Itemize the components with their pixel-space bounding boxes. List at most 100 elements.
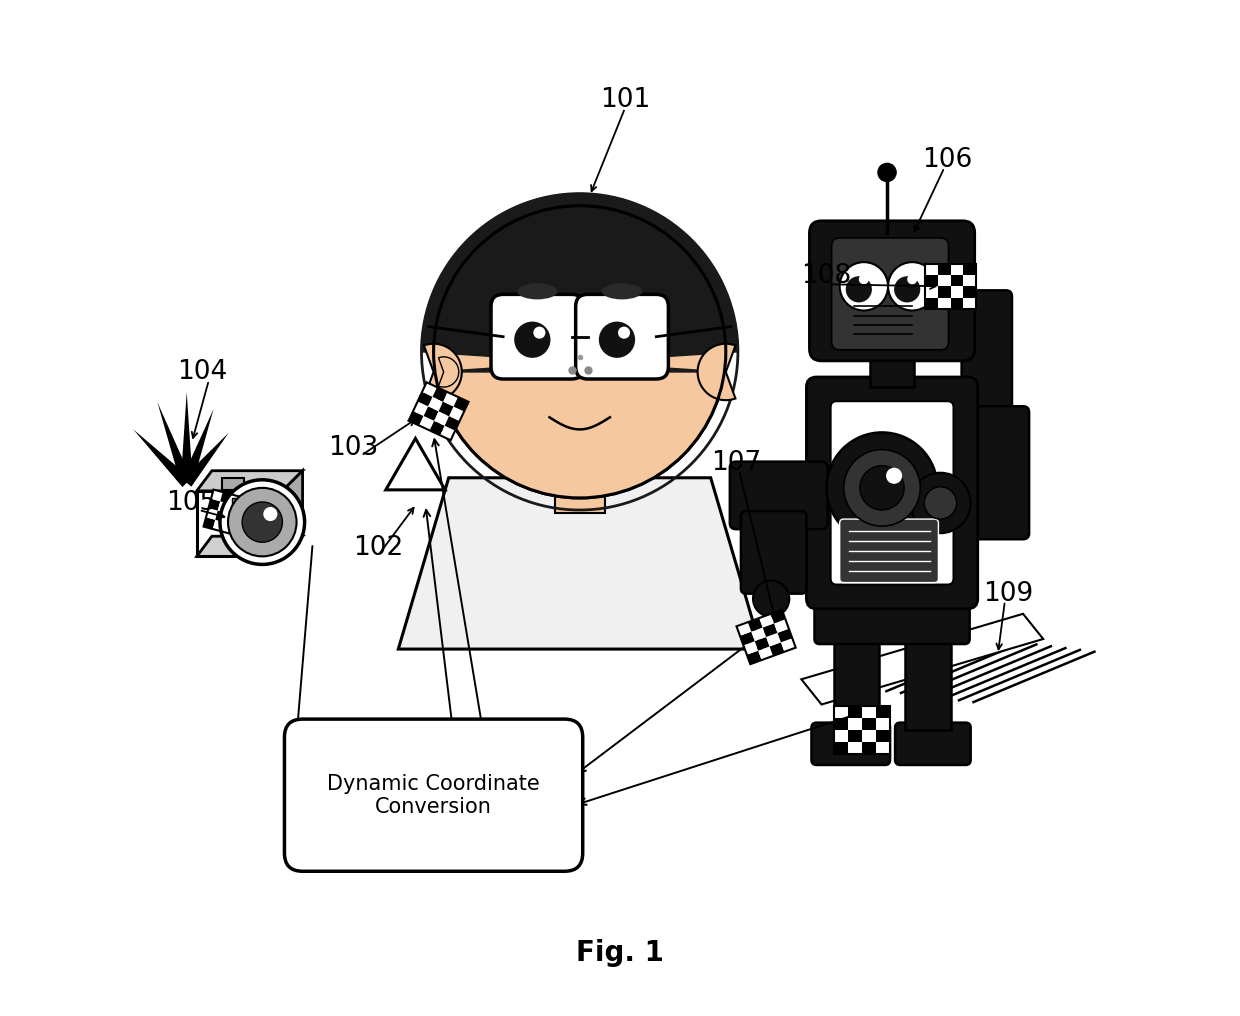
Circle shape bbox=[839, 262, 888, 311]
Ellipse shape bbox=[517, 283, 558, 300]
Bar bbox=[424, 406, 439, 421]
Bar bbox=[234, 515, 246, 527]
Bar bbox=[203, 517, 216, 529]
Bar bbox=[875, 705, 889, 717]
FancyBboxPatch shape bbox=[961, 406, 1029, 539]
Bar bbox=[208, 499, 221, 511]
Bar bbox=[428, 397, 443, 411]
Bar bbox=[870, 348, 914, 387]
Polygon shape bbox=[181, 392, 192, 483]
Bar bbox=[848, 742, 862, 754]
Circle shape bbox=[846, 276, 872, 303]
Bar bbox=[751, 628, 766, 641]
Circle shape bbox=[510, 309, 565, 365]
Bar bbox=[951, 263, 963, 275]
Bar bbox=[951, 298, 963, 309]
Wedge shape bbox=[424, 343, 461, 400]
Text: Fig. 1: Fig. 1 bbox=[577, 940, 663, 967]
Bar bbox=[951, 287, 963, 298]
Circle shape bbox=[219, 480, 305, 565]
Polygon shape bbox=[133, 430, 191, 487]
Bar bbox=[737, 622, 751, 636]
FancyBboxPatch shape bbox=[815, 601, 970, 644]
Bar bbox=[419, 416, 434, 431]
Text: 105: 105 bbox=[166, 490, 217, 516]
Bar bbox=[835, 705, 889, 754]
Bar bbox=[937, 287, 951, 298]
Polygon shape bbox=[157, 402, 192, 485]
Bar bbox=[746, 650, 761, 664]
Bar bbox=[925, 275, 937, 287]
Bar bbox=[862, 717, 875, 729]
Bar bbox=[430, 421, 445, 435]
Bar bbox=[755, 637, 770, 650]
Circle shape bbox=[618, 326, 630, 338]
Bar bbox=[833, 629, 879, 729]
Bar bbox=[835, 729, 848, 742]
Bar bbox=[862, 729, 875, 742]
Bar bbox=[216, 511, 227, 522]
Bar bbox=[224, 513, 237, 524]
Text: 101: 101 bbox=[600, 87, 650, 113]
FancyBboxPatch shape bbox=[806, 377, 977, 609]
Bar bbox=[211, 490, 223, 501]
Circle shape bbox=[843, 449, 920, 526]
Polygon shape bbox=[422, 194, 738, 372]
Circle shape bbox=[827, 433, 937, 544]
Bar bbox=[781, 638, 796, 652]
Bar bbox=[222, 522, 234, 534]
Bar bbox=[963, 275, 976, 287]
Text: 107: 107 bbox=[711, 450, 761, 475]
Bar bbox=[862, 705, 875, 717]
Circle shape bbox=[859, 274, 869, 284]
Bar bbox=[835, 742, 848, 754]
Bar bbox=[937, 263, 951, 275]
Text: 109: 109 bbox=[983, 581, 1033, 607]
Text: 103: 103 bbox=[327, 435, 378, 460]
Polygon shape bbox=[182, 433, 229, 487]
Bar bbox=[433, 387, 448, 401]
Text: 106: 106 bbox=[923, 147, 972, 174]
FancyBboxPatch shape bbox=[742, 511, 806, 593]
Bar bbox=[434, 411, 449, 426]
Bar bbox=[875, 742, 889, 754]
Bar bbox=[222, 478, 244, 490]
Bar bbox=[963, 263, 976, 275]
FancyBboxPatch shape bbox=[730, 461, 827, 529]
Bar bbox=[422, 382, 436, 397]
FancyBboxPatch shape bbox=[839, 519, 939, 582]
Bar bbox=[197, 491, 283, 557]
Bar bbox=[229, 495, 242, 506]
Bar bbox=[740, 632, 755, 645]
Polygon shape bbox=[283, 470, 303, 557]
Circle shape bbox=[908, 274, 918, 284]
Bar bbox=[418, 392, 433, 406]
Bar bbox=[232, 524, 243, 536]
Text: 108: 108 bbox=[801, 263, 852, 290]
Bar bbox=[770, 642, 785, 656]
Bar bbox=[227, 504, 239, 515]
Bar bbox=[875, 717, 889, 729]
Text: Dynamic Coordinate
Conversion: Dynamic Coordinate Conversion bbox=[327, 773, 539, 817]
Bar bbox=[454, 397, 469, 411]
Circle shape bbox=[515, 322, 551, 358]
Bar bbox=[925, 263, 937, 275]
Bar bbox=[409, 411, 424, 426]
Bar bbox=[737, 610, 796, 664]
Bar bbox=[862, 742, 875, 754]
Circle shape bbox=[924, 487, 956, 519]
Polygon shape bbox=[398, 478, 761, 649]
Bar bbox=[213, 520, 224, 531]
Bar bbox=[835, 705, 848, 717]
FancyBboxPatch shape bbox=[895, 722, 971, 765]
FancyBboxPatch shape bbox=[961, 291, 1012, 448]
Polygon shape bbox=[197, 536, 303, 557]
Bar bbox=[770, 610, 785, 624]
Bar bbox=[951, 275, 963, 287]
Bar bbox=[937, 275, 951, 287]
Circle shape bbox=[228, 488, 296, 557]
Bar bbox=[925, 287, 937, 298]
Bar bbox=[963, 298, 976, 309]
Bar bbox=[925, 263, 976, 309]
Bar bbox=[443, 392, 458, 406]
